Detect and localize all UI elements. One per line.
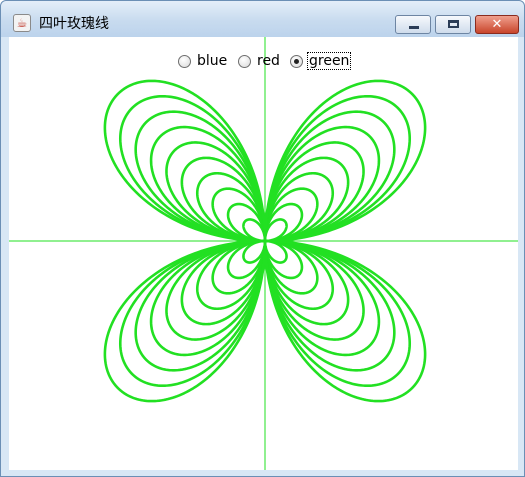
radio-blue[interactable]: blue [178, 51, 228, 71]
drawing-panel: blue red green [9, 37, 518, 470]
radio-blue-label[interactable]: blue [197, 53, 228, 69]
title-bar[interactable]: ☕ 四叶玫瑰线 ✕ [1, 1, 524, 37]
radio-blue-indicator[interactable] [178, 54, 191, 68]
radio-green-indicator[interactable] [290, 54, 303, 68]
radio-red-label[interactable]: red [257, 53, 280, 69]
rose-curve-10 [103, 79, 427, 403]
radio-green[interactable]: green [290, 51, 352, 71]
java-app-icon[interactable]: ☕ [13, 14, 31, 32]
rose-curve-canvas [9, 37, 518, 470]
rose-curve-group [103, 79, 427, 403]
radio-green-label[interactable]: green [306, 52, 352, 70]
minimize-icon [409, 26, 419, 29]
radio-red-indicator[interactable] [238, 54, 251, 68]
window-title: 四叶玫瑰线 [39, 16, 109, 32]
radio-red[interactable]: red [238, 51, 281, 71]
maximize-button[interactable] [435, 15, 471, 34]
close-button[interactable]: ✕ [475, 15, 519, 34]
close-icon: ✕ [491, 17, 503, 32]
maximize-icon [448, 20, 459, 28]
color-radio-group: blue red green [9, 51, 518, 71]
minimize-button[interactable] [395, 15, 431, 34]
